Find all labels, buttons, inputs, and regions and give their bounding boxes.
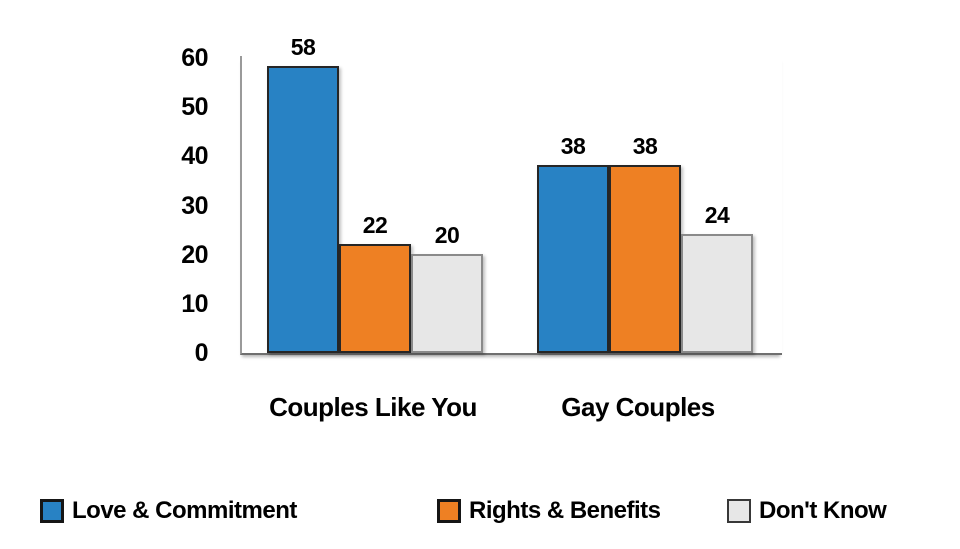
y-axis-tick-label: 40 <box>181 142 208 171</box>
y-axis-tick-label: 0 <box>194 339 209 368</box>
legend-swatch-rights-benefits <box>437 499 461 523</box>
y-axis-tick-label: 50 <box>181 93 208 122</box>
legend-item-dont-know: Don't Know <box>727 496 887 526</box>
bar-love-commitment-gay-couples <box>537 164 609 353</box>
bar-value-label: 38 <box>632 132 658 159</box>
legend-label: Love & Commitment <box>72 497 297 524</box>
plot-area: 58 22 20 38 38 24 <box>240 34 782 355</box>
bar-slot: 58 <box>267 34 339 353</box>
bar-group-gay-couples: 38 38 24 <box>537 56 753 353</box>
bar-value-label: 20 <box>434 222 460 248</box>
legend-swatch-love-commitment <box>40 499 64 523</box>
bar-dont-know-couples-like-you <box>411 254 483 353</box>
bar-value-label: 22 <box>362 212 388 239</box>
bar-slot: 22 <box>339 56 411 353</box>
y-axis-tick-label: 20 <box>181 240 208 269</box>
bar-value-label: 38 <box>560 132 586 159</box>
bar-slot: 38 <box>537 56 609 353</box>
legend-label: Rights & Benefits <box>469 497 661 524</box>
bar-slot: 20 <box>411 56 483 353</box>
bar-rights-benefits-gay-couples <box>609 164 681 353</box>
legend-label: Don't Know <box>759 497 887 524</box>
legend-swatch-dont-know <box>727 499 751 523</box>
bar-rights-benefits-couples-like-you <box>339 244 411 353</box>
bar-slot: 38 <box>609 56 681 353</box>
bar-slot: 24 <box>681 56 753 353</box>
y-axis-tick-label: 10 <box>181 289 208 318</box>
y-axis-tick-label: 60 <box>181 44 208 72</box>
x-axis-label-couples-like-you: Couples Like You <box>269 392 477 422</box>
bar-dont-know-gay-couples <box>681 234 753 353</box>
bar-group-couples-like-you: 58 22 20 <box>267 34 483 353</box>
bar-value-label: 58 <box>290 33 316 60</box>
x-axis-label-gay-couples: Gay Couples <box>561 392 715 422</box>
legend-item-rights-benefits: Rights & Benefits <box>437 496 661 526</box>
legend-item-love-commitment: Love & Commitment <box>40 496 297 526</box>
bar-value-label: 24 <box>704 202 730 229</box>
y-axis-tick-label: 30 <box>181 191 208 220</box>
bar-love-commitment-couples-like-you <box>267 65 339 353</box>
